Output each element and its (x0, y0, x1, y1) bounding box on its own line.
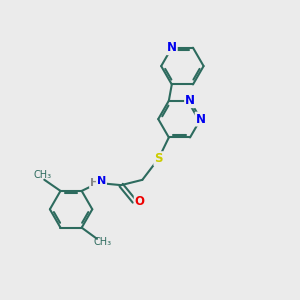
Text: N: N (185, 94, 195, 107)
Text: S: S (154, 152, 163, 165)
Text: N: N (167, 41, 177, 54)
Text: CH₃: CH₃ (93, 237, 111, 248)
Text: CH₃: CH₃ (34, 170, 52, 180)
Text: N: N (196, 112, 206, 126)
Text: H: H (90, 178, 99, 188)
Text: N: N (97, 176, 106, 186)
Text: O: O (135, 195, 145, 208)
